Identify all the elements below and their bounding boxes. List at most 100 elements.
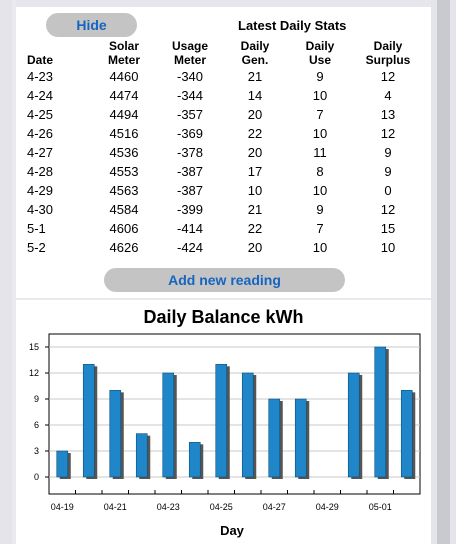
column-header: Solar Meter — [84, 39, 164, 67]
y-tick-label: 12 — [29, 368, 39, 378]
table-cell: 10 — [312, 88, 328, 103]
table-cell: 4-30 — [27, 202, 54, 217]
x-axis-label: Day — [220, 523, 245, 538]
add-reading-button[interactable]: Add new reading — [104, 268, 345, 292]
table-cell: 4-23 — [27, 69, 54, 84]
table-cell: 13 — [380, 107, 396, 122]
column-header-line: Use — [308, 53, 331, 67]
table-cell: 4563 — [109, 183, 139, 198]
table-cell: 20 — [247, 145, 263, 160]
table-cell: 9 — [384, 145, 392, 160]
table-cell: 4494 — [109, 107, 139, 122]
table-cell: -378 — [176, 145, 204, 160]
bar — [109, 390, 122, 478]
table-cell: 12 — [380, 126, 396, 141]
column-header: Daily Gen. — [215, 39, 295, 67]
table-cell: 4474 — [109, 88, 139, 103]
scrollbar-thumb[interactable] — [437, 0, 450, 544]
table-cell: 7 — [316, 221, 324, 236]
table-cell: -399 — [176, 202, 204, 217]
stats-title: Latest Daily Stats — [238, 18, 347, 33]
column-header-line: Daily — [240, 39, 270, 53]
column-header-line: Gen. — [241, 53, 269, 67]
y-tick-label: 6 — [34, 420, 39, 430]
x-tick-label: 05-01 — [369, 502, 392, 512]
table-cell: 4626 — [109, 240, 139, 255]
table-cell: 4553 — [109, 164, 139, 179]
column-header-line: Daily — [373, 39, 403, 53]
column-header-line: Meter — [173, 53, 206, 67]
table-cell: 4460 — [109, 69, 139, 84]
table-cell: 0 — [384, 183, 392, 198]
x-tick-label: 04-23 — [157, 502, 180, 512]
table-cell: 4-26 — [27, 126, 54, 141]
bar — [82, 364, 95, 478]
column-header: Usage Meter — [150, 39, 230, 67]
bar — [347, 372, 360, 478]
column-header: Date — [27, 39, 107, 67]
bar — [241, 372, 254, 478]
bar — [400, 390, 413, 478]
column-header: Daily Use — [280, 39, 360, 67]
table-cell: 21 — [247, 69, 263, 84]
table-cell: 5-1 — [27, 221, 46, 236]
panel-top-edge — [16, 0, 431, 7]
table-cell: -414 — [176, 221, 204, 236]
column-header-line: Solar — [108, 39, 139, 53]
table-cell: 10 — [247, 183, 263, 198]
table-cell: -340 — [176, 69, 204, 84]
table-cell: 10 — [312, 126, 328, 141]
scrollbar[interactable] — [431, 0, 456, 544]
table-cell: -387 — [176, 164, 204, 179]
table-cell: 4-24 — [27, 88, 54, 103]
table-cell: 9 — [316, 202, 324, 217]
table-cell: -369 — [176, 126, 204, 141]
table-cell: 20 — [247, 240, 263, 255]
column-header-line: Date — [27, 53, 54, 67]
table-cell: 22 — [247, 221, 263, 236]
column-header-line: Usage — [171, 39, 209, 53]
column-header-line: Surplus — [365, 53, 411, 67]
y-ticks: 0 3 6 9 12 15 — [29, 342, 49, 482]
x-tick-label: 04-27 — [263, 502, 286, 512]
table-cell: 21 — [247, 202, 263, 217]
bar — [268, 398, 281, 478]
left-frame — [0, 0, 12, 544]
hide-button[interactable]: Hide — [46, 13, 137, 37]
table-cell: 4606 — [109, 221, 139, 236]
table-cell: 4-29 — [27, 183, 54, 198]
table-cell: 12 — [380, 202, 396, 217]
y-tick-label: 9 — [34, 394, 39, 404]
bar — [162, 372, 175, 478]
y-tick-label: 15 — [29, 342, 39, 352]
table-cell: 9 — [384, 164, 392, 179]
table-cell: 4 — [384, 88, 392, 103]
table-cell: 14 — [247, 88, 263, 103]
x-tick-label: 04-25 — [210, 502, 233, 512]
table-cell: 15 — [380, 221, 396, 236]
bar — [215, 364, 228, 478]
bar — [188, 442, 201, 478]
bar — [374, 346, 387, 478]
table-cell: 4536 — [109, 145, 139, 160]
x-tick-label: 04-21 — [104, 502, 127, 512]
table-cell: 10 — [380, 240, 396, 255]
table-cell: 10 — [312, 183, 328, 198]
x-tick-label: 04-29 — [316, 502, 339, 512]
x-ticks: 04-19 04-21 04-23 04-25 04-27 04-29 05-01 — [51, 490, 394, 512]
bar — [56, 450, 69, 478]
table-cell: 7 — [316, 107, 324, 122]
table-cell: 5-2 — [27, 240, 46, 255]
table-cell: 10 — [312, 240, 328, 255]
table-cell: 17 — [247, 164, 263, 179]
table-cell: 11 — [313, 145, 327, 160]
y-tick-label: 0 — [34, 472, 39, 482]
table-cell: 4-28 — [27, 164, 54, 179]
table-cell: 9 — [316, 69, 324, 84]
table-cell: 4-25 — [27, 107, 54, 122]
table-cell: 4516 — [109, 126, 139, 141]
table-cell: 4-27 — [27, 145, 54, 160]
bar — [135, 433, 148, 478]
table-cell: -424 — [176, 240, 204, 255]
